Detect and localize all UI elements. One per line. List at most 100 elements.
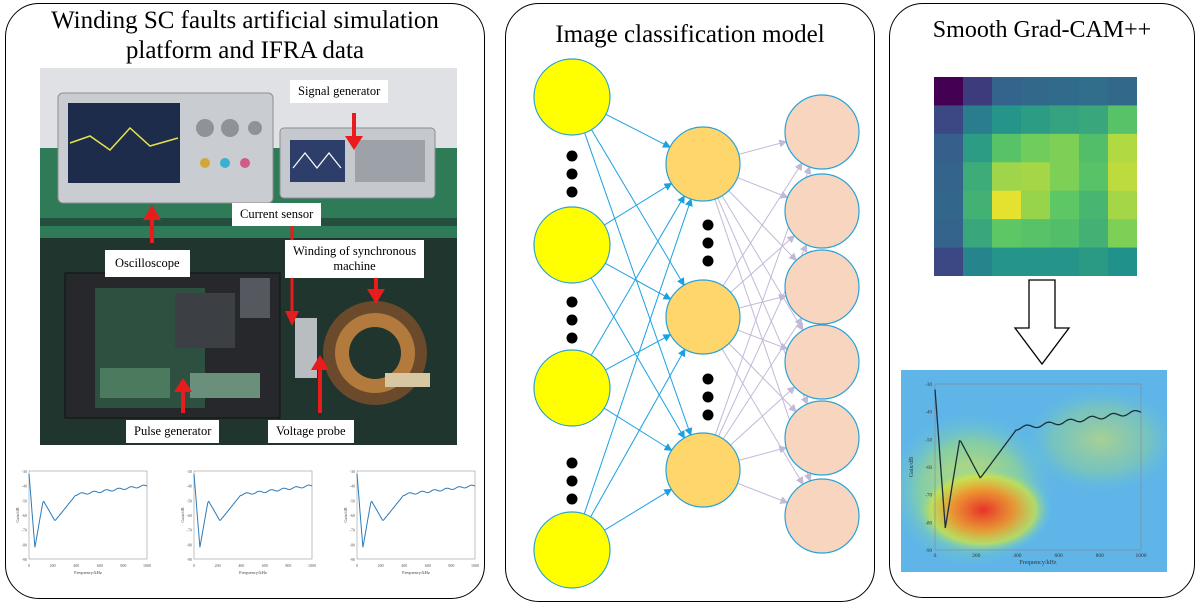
y-tick-label: -80 xyxy=(22,542,27,547)
ellipsis-dot xyxy=(702,373,714,385)
y-tick-label: -80 xyxy=(925,521,932,526)
x-tick-label: 200 xyxy=(972,553,981,559)
x-tick-label: 800 xyxy=(285,563,291,568)
y-tick-label: -30 xyxy=(187,469,192,474)
y-tick-label: -90 xyxy=(187,557,192,562)
winding-label-line1: Winding of synchronous xyxy=(293,244,417,258)
y-tick-label: -50 xyxy=(187,498,192,503)
hidden-node xyxy=(665,279,741,355)
edge-input-hidden xyxy=(605,334,672,371)
oscilloscope-label: Oscilloscope xyxy=(105,250,190,277)
ellipsis-dot xyxy=(566,168,578,180)
y-tick-label: -70 xyxy=(350,528,355,533)
heatmap-cell xyxy=(1079,247,1109,276)
heatmap-cell xyxy=(1021,133,1051,163)
ellipsis-dot xyxy=(566,150,578,162)
left-panel-title-line2: platform and IFRA data xyxy=(125,37,365,64)
heatmap-cell xyxy=(934,133,964,163)
pulse-generator-label: Pulse generator xyxy=(126,420,220,443)
winding-label: Winding of synchronous machine xyxy=(285,240,425,278)
x-axis-label: Frequency/kHz xyxy=(1020,560,1057,566)
heatmap-cell xyxy=(1079,190,1109,220)
ifra-plot-2: 0 200 400 600 800 1000 -30 -40 -50 -60 -70 -80 -90 Fr… xyxy=(180,469,316,575)
edge-hidden-output xyxy=(721,195,804,332)
x-tick-label: 1000 xyxy=(143,563,151,568)
x-tick-label: 800 xyxy=(1096,553,1105,559)
y-tick-label: -40 xyxy=(187,484,192,489)
output-node xyxy=(784,249,860,325)
y-tick-label: -40 xyxy=(22,484,27,489)
heatmap-cell xyxy=(1050,105,1080,135)
hidden-node xyxy=(665,126,741,202)
edge-input-hidden xyxy=(605,262,672,300)
heatmap-cell xyxy=(1108,77,1137,106)
plot-frame xyxy=(356,470,476,560)
heatmap-cell xyxy=(963,105,993,135)
y-tick-label: -70 xyxy=(925,494,932,499)
heatmap-cell xyxy=(1079,77,1109,106)
y-tick-label: -90 xyxy=(22,557,27,562)
output-node xyxy=(784,400,860,476)
heatmap-cell xyxy=(1021,77,1051,106)
plot-curve xyxy=(193,473,313,548)
plot-frame xyxy=(193,470,313,560)
heatmap-cell xyxy=(934,247,964,276)
x-tick-label: 200 xyxy=(215,563,221,568)
edge-hidden-output xyxy=(722,162,803,287)
ifra-plot-3: 0 200 400 600 800 1000 -30 -40 -50 -60 -70 -80 -90 Fr… xyxy=(343,469,479,575)
output-node xyxy=(784,478,860,554)
plot-curve xyxy=(28,473,148,548)
x-axis-label: Frequency/kHz xyxy=(239,570,267,575)
x-tick-label: 1000 xyxy=(471,563,479,568)
ellipsis-dot xyxy=(566,186,578,198)
x-tick-label: 1000 xyxy=(308,563,316,568)
signal-generator-label: Signal generator xyxy=(290,80,389,103)
x-tick-label: 0 xyxy=(356,563,358,568)
ellipsis-dot xyxy=(702,219,714,231)
y-tick-label: -60 xyxy=(187,513,192,518)
x-tick-label: 0 xyxy=(28,563,30,568)
y-tick-label: -70 xyxy=(187,528,192,533)
heatmap-cell xyxy=(992,247,1022,276)
y-tick-label: -40 xyxy=(350,484,355,489)
heatmap-cell xyxy=(934,190,964,220)
heatmap-cell xyxy=(1079,162,1109,192)
output-node xyxy=(784,173,860,249)
heatmap-cell xyxy=(963,219,993,249)
x-tick-label: 400 xyxy=(401,563,407,568)
current-sensor-label: Current sensor xyxy=(232,203,322,226)
x-tick-label: 0 xyxy=(193,563,195,568)
plot-frame xyxy=(934,383,1142,551)
ellipsis-dot xyxy=(566,296,578,308)
heatmap-cell xyxy=(1021,162,1051,192)
heatmap-cell xyxy=(963,190,993,220)
heatmap-cell xyxy=(934,219,964,249)
heatmap-cell xyxy=(1050,77,1080,106)
x-tick-label: 200 xyxy=(50,563,56,568)
input-node xyxy=(533,58,611,136)
ellipsis-dot xyxy=(702,391,714,403)
input-node xyxy=(533,349,611,427)
output-node xyxy=(784,94,860,170)
ellipsis-dot xyxy=(702,237,714,249)
y-tick-label: -70 xyxy=(22,528,27,533)
edge-hidden-output xyxy=(722,317,803,440)
y-axis-label: Gain/dB xyxy=(180,507,185,522)
saliency-hotspot xyxy=(913,465,1053,555)
heatmap-cell xyxy=(992,219,1022,249)
plot-curve xyxy=(356,473,476,548)
heatmap-cell xyxy=(1050,219,1080,249)
ellipsis-dot xyxy=(566,475,578,487)
ellipsis-dot xyxy=(566,457,578,469)
y-tick-label: -30 xyxy=(22,469,27,474)
heatmap-cell xyxy=(1108,247,1137,276)
x-tick-label: 400 xyxy=(1013,553,1022,559)
heatmap-cell xyxy=(992,105,1022,135)
heatmap-cell xyxy=(1021,190,1051,220)
ellipsis-dot xyxy=(566,314,578,326)
left-panel-title-line1: Winding SC faults artificial simulation xyxy=(51,7,439,34)
y-tick-label: -60 xyxy=(925,466,932,471)
edge-hidden-output xyxy=(730,234,796,293)
y-tick-label: -30 xyxy=(925,383,932,388)
heatmap-cell xyxy=(963,77,993,106)
